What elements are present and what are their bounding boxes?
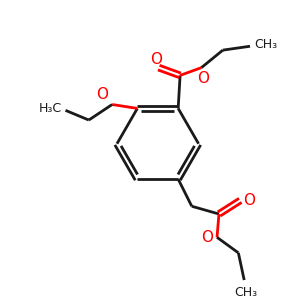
Text: CH₃: CH₃ (254, 38, 277, 51)
Text: CH₃: CH₃ (235, 286, 258, 299)
Text: O: O (201, 230, 213, 245)
Text: O: O (150, 52, 162, 67)
Text: O: O (96, 87, 108, 102)
Text: O: O (197, 70, 209, 86)
Text: O: O (243, 193, 255, 208)
Text: H₃C: H₃C (38, 102, 61, 115)
